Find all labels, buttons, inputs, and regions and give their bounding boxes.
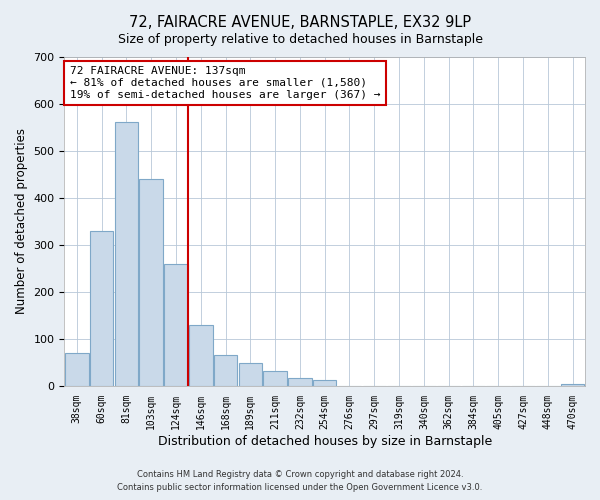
- Bar: [90, 230, 113, 386]
- Bar: [561, 384, 584, 386]
- Text: 72 FAIRACRE AVENUE: 137sqm
← 81% of detached houses are smaller (1,580)
19% of s: 72 FAIRACRE AVENUE: 137sqm ← 81% of deta…: [70, 66, 380, 100]
- Text: Contains HM Land Registry data © Crown copyright and database right 2024.
Contai: Contains HM Land Registry data © Crown c…: [118, 470, 482, 492]
- Bar: [239, 362, 262, 386]
- Bar: [164, 264, 188, 386]
- Text: 72, FAIRACRE AVENUE, BARNSTAPLE, EX32 9LP: 72, FAIRACRE AVENUE, BARNSTAPLE, EX32 9L…: [129, 15, 471, 30]
- Bar: [65, 353, 89, 386]
- Text: Size of property relative to detached houses in Barnstaple: Size of property relative to detached ho…: [118, 32, 482, 46]
- X-axis label: Distribution of detached houses by size in Barnstaple: Distribution of detached houses by size …: [158, 434, 492, 448]
- Y-axis label: Number of detached properties: Number of detached properties: [15, 128, 28, 314]
- Bar: [115, 122, 138, 386]
- Bar: [288, 378, 311, 386]
- Bar: [139, 179, 163, 386]
- Bar: [263, 370, 287, 386]
- Bar: [189, 325, 212, 386]
- Bar: [313, 380, 337, 386]
- Bar: [214, 356, 238, 386]
